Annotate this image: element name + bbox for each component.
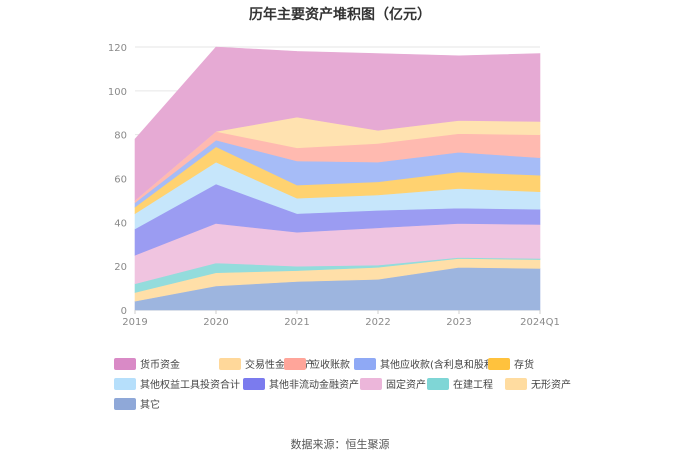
axis-layer: 0 20 40 60 80 100 120 2019 2020 2021 2022 2023 2024Q… bbox=[108, 43, 560, 328]
legend-item[interactable]: 其他权益工具投资合计 bbox=[114, 376, 240, 391]
area-series-11 bbox=[134, 46, 541, 202]
legend-label: 其它 bbox=[140, 400, 160, 411]
legend-swatch bbox=[427, 377, 449, 390]
area-layer bbox=[134, 46, 541, 311]
legend-item[interactable]: 固定资产 bbox=[360, 376, 426, 391]
y-tick-label: 20 bbox=[114, 262, 127, 273]
legend-swatch bbox=[505, 377, 527, 390]
x-tick-label: 2024Q1 bbox=[520, 317, 560, 328]
x-tick-label: 2019 bbox=[122, 317, 147, 328]
y-tick-label: 80 bbox=[114, 131, 127, 142]
legend-label: 交易性金融资产 bbox=[245, 360, 315, 371]
legend-swatch bbox=[488, 357, 510, 370]
x-tick-label: 2022 bbox=[365, 317, 390, 328]
y-tick-label: 120 bbox=[108, 43, 127, 54]
legend-swatch bbox=[243, 377, 265, 390]
y-tick-label: 60 bbox=[114, 175, 127, 186]
legend-item[interactable]: 其它 bbox=[114, 396, 160, 411]
y-tick-label: 100 bbox=[108, 87, 127, 98]
x-tick-label: 2020 bbox=[203, 317, 228, 328]
legend-item[interactable]: 应收账款 bbox=[284, 356, 350, 371]
legend-item[interactable]: 无形资产 bbox=[505, 376, 571, 391]
legend-swatch bbox=[360, 377, 382, 390]
legend-label: 无形资产 bbox=[531, 380, 571, 391]
legend-label: 其他权益工具投资合计 bbox=[140, 380, 240, 391]
legend-item[interactable]: 在建工程 bbox=[427, 376, 493, 391]
legend-swatch bbox=[114, 357, 136, 370]
data-source: 数据来源：恒生聚源 bbox=[290, 438, 390, 451]
legend-item[interactable]: 交易性金融资产 bbox=[219, 356, 315, 371]
legend-label: 存货 bbox=[514, 360, 534, 371]
legend-swatch bbox=[114, 397, 136, 410]
legend-item[interactable]: 其他应收款(含利息和股利) bbox=[354, 356, 498, 371]
y-tick-label: 0 bbox=[121, 306, 127, 317]
x-tick-label: 2021 bbox=[284, 317, 309, 328]
legend-swatch bbox=[114, 377, 136, 390]
legend-item[interactable]: 存货 bbox=[488, 356, 534, 371]
legend-swatch bbox=[354, 357, 376, 370]
y-tick-label: 40 bbox=[114, 218, 127, 229]
legend-item[interactable]: 货币资金 bbox=[114, 356, 180, 371]
legend-label: 其他应收款(含利息和股利) bbox=[380, 360, 498, 371]
legend-label: 货币资金 bbox=[140, 360, 180, 371]
legend-label: 其他非流动金融资产 bbox=[269, 380, 359, 391]
legend-item[interactable]: 其他非流动金融资产 bbox=[243, 376, 359, 391]
legend-label: 固定资产 bbox=[386, 380, 426, 391]
legend-swatch bbox=[219, 357, 241, 370]
legend-label: 在建工程 bbox=[453, 380, 493, 391]
chart-title: 历年主要资产堆积图（亿元） bbox=[249, 7, 431, 23]
legend-label: 应收账款 bbox=[310, 360, 350, 371]
legend-swatch bbox=[284, 357, 306, 370]
x-tick-label: 2023 bbox=[446, 317, 471, 328]
